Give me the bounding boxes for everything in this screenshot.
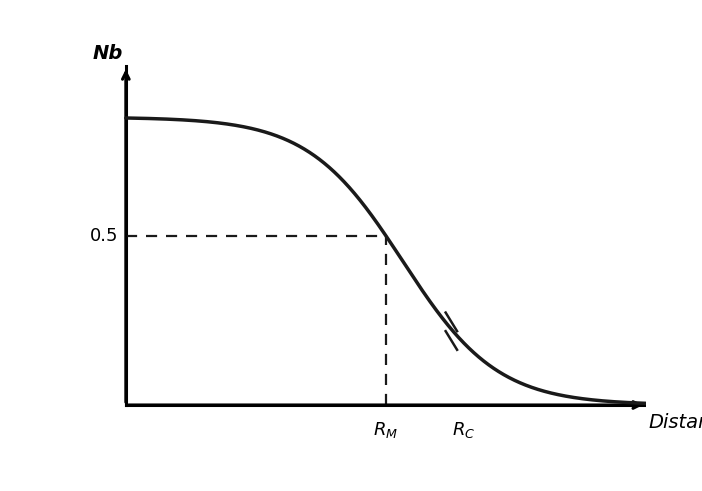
Text: $R_C$: $R_C$ — [452, 420, 475, 440]
Text: $R_M$: $R_M$ — [373, 420, 398, 440]
Text: Nb: Nb — [93, 44, 124, 63]
Text: Distance: Distance — [649, 413, 702, 433]
Text: 0.5: 0.5 — [90, 227, 118, 245]
